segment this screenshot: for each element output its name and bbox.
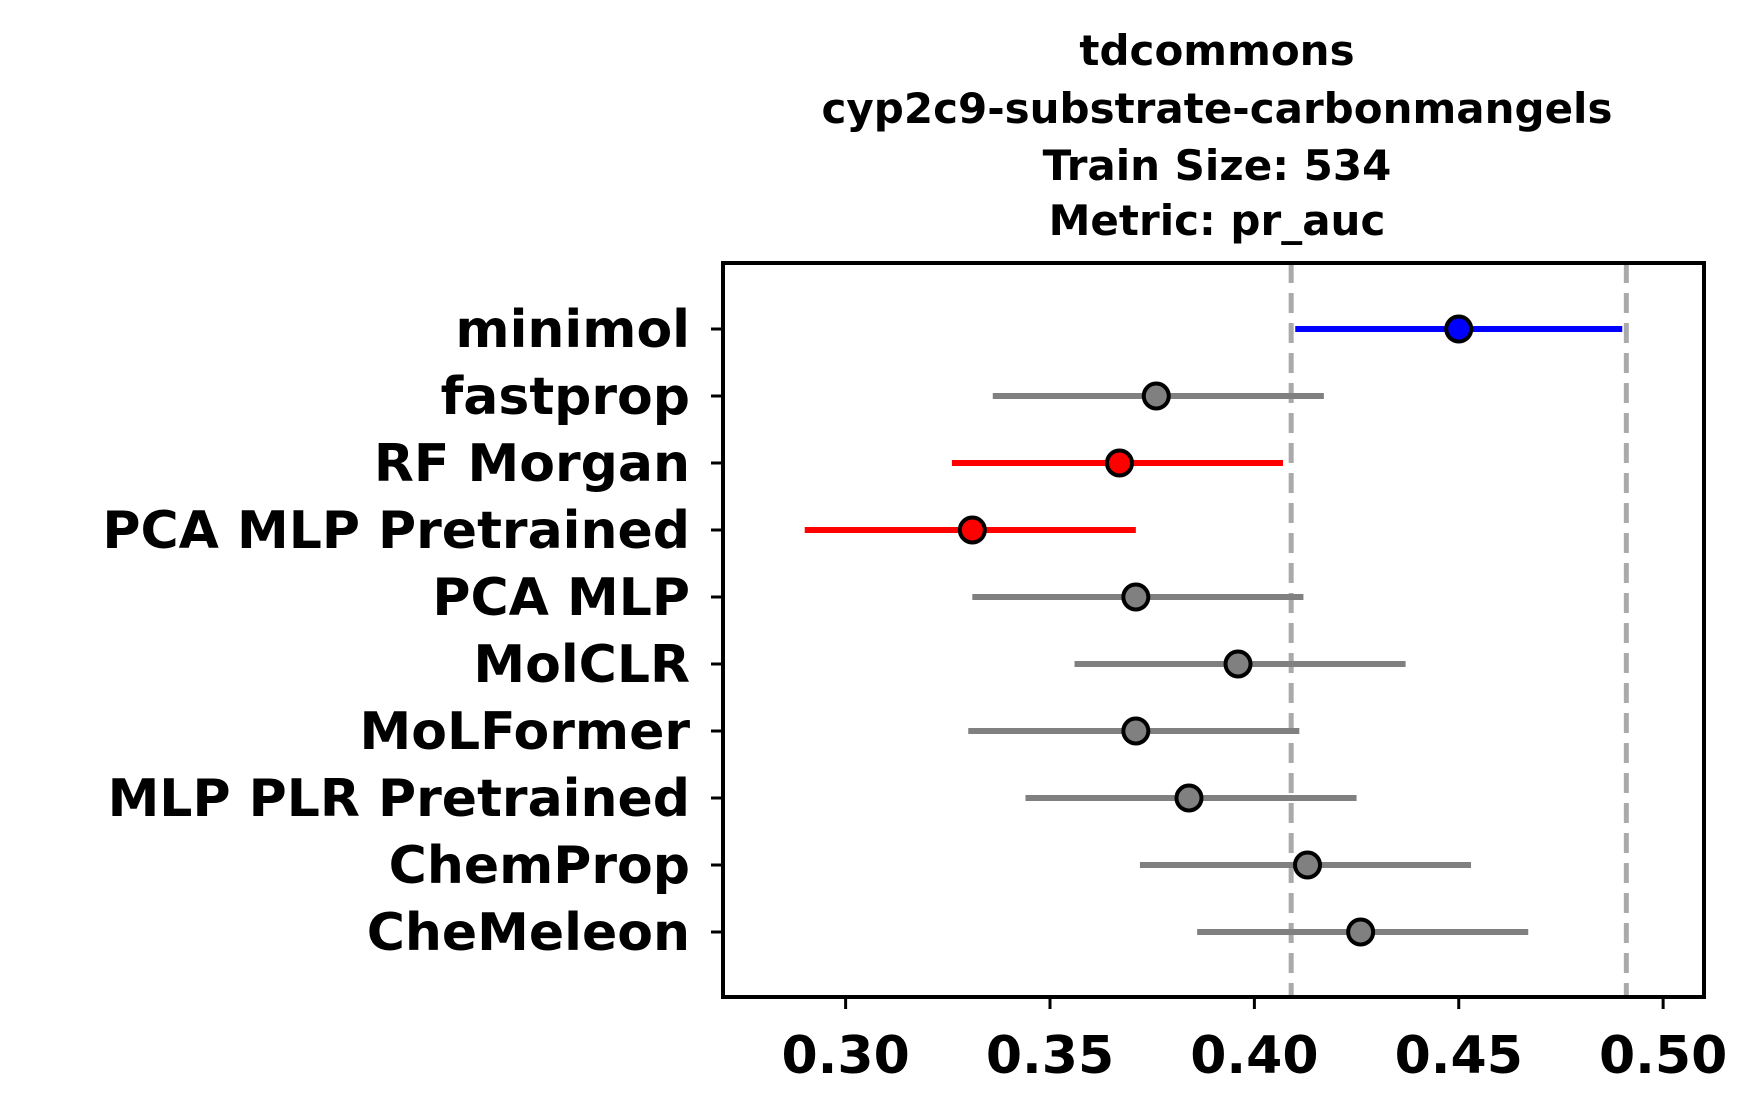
x-tick-label: 0.45 — [1395, 1026, 1523, 1086]
title-line-3: Train Size: 534 — [1043, 141, 1392, 190]
plot-frame — [721, 261, 1706, 999]
x-tick-label: 0.30 — [781, 1026, 909, 1086]
x-tick-label: 0.50 — [1599, 1026, 1727, 1086]
x-tick-label: 0.40 — [1190, 1026, 1318, 1086]
axis-ticks: 0.30 0.35 0.40 0.45 0.50 minimol fastprop RF Mo… — [102, 300, 1727, 1086]
point-marker — [1293, 850, 1323, 880]
point-marker — [957, 515, 987, 545]
x-tick-label: 0.35 — [986, 1026, 1114, 1086]
title-line-1: tdcommons — [1079, 26, 1354, 75]
reference-lines — [1288, 263, 1629, 997]
y-tick-label: MoLFormer — [360, 702, 691, 762]
point-marker — [1346, 917, 1376, 947]
y-tick-label: fastprop — [441, 367, 690, 427]
title-line-4: Metric: pr_auc — [1049, 196, 1386, 245]
y-tick-label: RF Morgan — [374, 434, 690, 494]
y-tick-label: PCA MLP — [432, 568, 690, 628]
y-tick-label: ChemProp — [389, 836, 690, 896]
y-tick-label: MLP PLR Pretrained — [108, 769, 690, 829]
point-marker — [1141, 381, 1171, 411]
point-marker — [1223, 649, 1253, 679]
model-series — [804, 314, 1623, 947]
chart-title: tdcommons cyp2c9-substrate-carbonmangels… — [822, 26, 1613, 245]
y-tick-label: MolCLR — [473, 635, 690, 695]
point-marker — [1444, 314, 1474, 344]
point-marker — [1104, 448, 1134, 478]
title-line-2: cyp2c9-substrate-carbonmangels — [822, 84, 1613, 133]
y-tick-label: CheMeleon — [367, 903, 690, 963]
point-marker — [1174, 783, 1204, 813]
y-tick-label: PCA MLP Pretrained — [102, 501, 690, 561]
point-marker — [1121, 716, 1151, 746]
y-tick-label: minimol — [455, 300, 690, 360]
point-marker — [1121, 582, 1151, 612]
